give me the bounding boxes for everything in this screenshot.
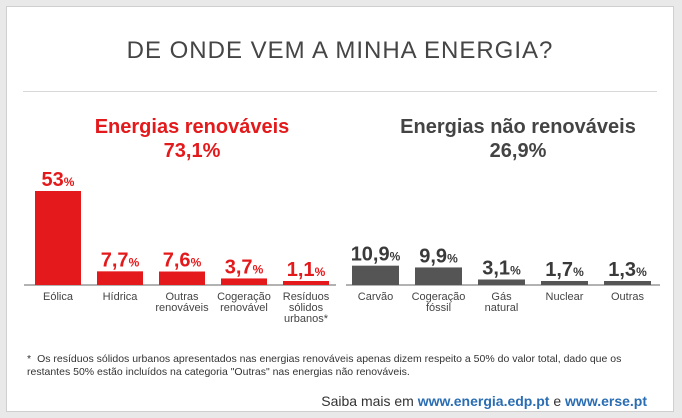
bar-1-1 bbox=[415, 267, 462, 285]
more-info-prefix: Saiba mais em bbox=[321, 393, 414, 409]
category-label-0-1: Hídrica bbox=[103, 291, 139, 303]
value-label-1-3: 1,7% bbox=[545, 259, 584, 281]
non-renewable-group-total: 26,9% bbox=[489, 140, 547, 162]
footnote-text: Os resíduos sólidos urbanos apresentados… bbox=[27, 353, 622, 378]
infographic-card: DE ONDE VEM A MINHA ENERGIA? Energias re… bbox=[6, 6, 674, 412]
category-label-1-3: Nuclear bbox=[546, 291, 584, 303]
renewable-group-total: 73,1% bbox=[163, 140, 221, 162]
more-info-connector: e bbox=[553, 393, 562, 409]
bar-0-4 bbox=[283, 281, 329, 285]
value-label-0-1: 7,7% bbox=[101, 249, 140, 271]
value-label-0-3: 3,7% bbox=[225, 256, 264, 278]
value-label-1-0: 10,9% bbox=[351, 244, 401, 266]
link-energia-edp[interactable]: www.energia.edp.pt bbox=[417, 393, 550, 409]
category-label-0-3: Cogeração renovável bbox=[217, 291, 271, 314]
bar-1-4 bbox=[604, 281, 651, 285]
category-label-1-0: Carvão bbox=[358, 291, 393, 303]
renewable-heading: Energias renováveis 73,1% bbox=[57, 115, 327, 163]
bar-1-2 bbox=[478, 279, 525, 285]
category-label-1-2: Gás natural bbox=[485, 291, 519, 314]
link-erse[interactable]: www.erse.pt bbox=[565, 393, 647, 409]
value-label-1-1: 9,9% bbox=[419, 245, 458, 267]
bar-1-3 bbox=[541, 281, 588, 285]
more-info: Saiba mais em www.energia.edp.pt e www.e… bbox=[321, 393, 647, 409]
bar-0-1 bbox=[97, 271, 143, 285]
bar-0-0 bbox=[35, 191, 81, 285]
bar-0-3 bbox=[221, 278, 267, 285]
footnote-star: * bbox=[27, 353, 32, 365]
category-label-0-0: Eólica bbox=[43, 291, 74, 303]
bar-1-0 bbox=[352, 265, 399, 285]
category-label-1-1: Cogeração fóssil bbox=[412, 291, 466, 314]
category-label-1-4: Outras bbox=[611, 291, 645, 303]
chart-title: DE ONDE VEM A MINHA ENERGIA? bbox=[126, 37, 554, 64]
value-label-0-2: 7,6% bbox=[163, 250, 202, 272]
value-label-0-0: 53% bbox=[42, 169, 75, 191]
category-label-0-2: Outras renováveis bbox=[155, 291, 209, 314]
bar-0-2 bbox=[159, 271, 205, 285]
value-label-0-4: 1,1% bbox=[287, 259, 326, 281]
renewable-group-name: Energias renováveis bbox=[94, 116, 290, 138]
title-divider bbox=[23, 91, 657, 92]
value-label-1-4: 1,3% bbox=[608, 259, 647, 281]
footnote: * Os resíduos sólidos urbanos apresentado… bbox=[27, 353, 647, 379]
non-renewable-heading: Energias não renováveis 26,9% bbox=[363, 115, 673, 163]
value-label-1-2: 3,1% bbox=[482, 258, 521, 280]
category-label-0-4: Resíduos sólidos urbanos* bbox=[283, 291, 330, 325]
non-renewable-group-name: Energias não renováveis bbox=[400, 116, 636, 138]
